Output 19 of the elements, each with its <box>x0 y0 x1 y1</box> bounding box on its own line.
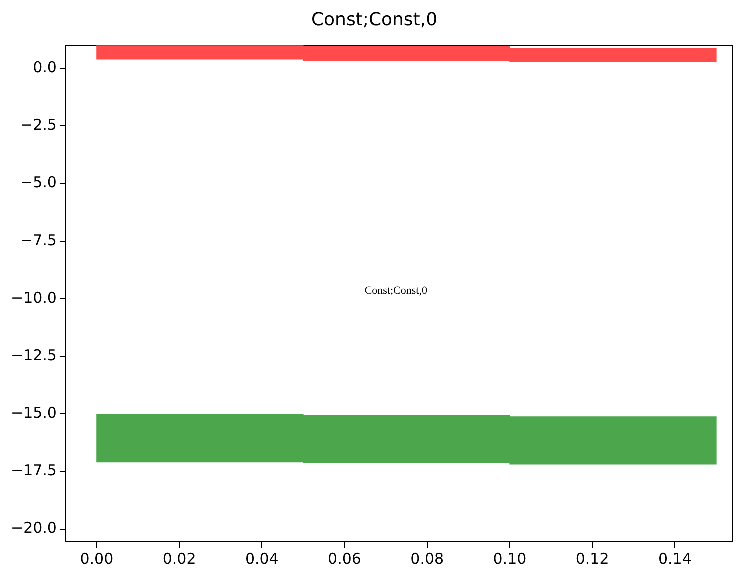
y-tick-label: 0.0 <box>33 58 57 77</box>
annotation: Const;Const,0 <box>364 285 428 298</box>
y-tick-label: −7.5 <box>20 231 57 250</box>
y-tick-label: −2.5 <box>20 116 57 134</box>
x-tick-label: 0.06 <box>328 550 362 568</box>
x-tick-label: 0.12 <box>576 550 610 568</box>
x-tick-label: 0.00 <box>80 550 114 568</box>
y-tick-label: −5.0 <box>20 174 57 192</box>
y-tick-label: −20.0 <box>11 519 57 538</box>
x-tick-label: 0.02 <box>162 550 196 568</box>
y-tick-label: −17.5 <box>11 462 57 480</box>
y-tick-label: −15.0 <box>11 404 57 422</box>
x-tick-label: 0.04 <box>245 550 279 568</box>
y-tick-label: −12.5 <box>11 346 57 364</box>
y-tick-label: −10.0 <box>11 288 57 307</box>
x-tick-label: 0.10 <box>493 550 527 568</box>
x-tick-label: 0.08 <box>410 550 444 568</box>
chart-title: Const;Const,0 <box>311 9 438 30</box>
x-tick-label: 0.14 <box>658 550 692 568</box>
